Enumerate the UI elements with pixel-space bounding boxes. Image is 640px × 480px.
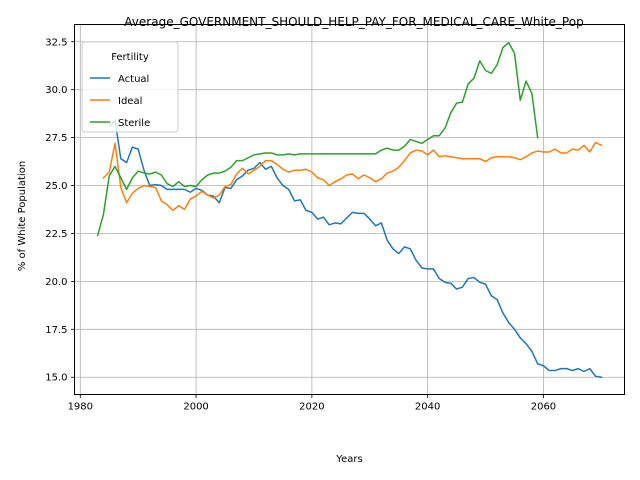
y-tick-label: 15.0 — [45, 373, 67, 384]
y-tick-label: 20.0 — [45, 277, 67, 288]
y-tick-label: 25.0 — [45, 181, 67, 192]
series-line-ideal — [102, 141, 603, 212]
legend-box — [81, 41, 179, 133]
legend-title: Fertility — [111, 52, 149, 63]
x-tick-label: 1980 — [68, 402, 93, 413]
series-line-sterile — [96, 41, 539, 237]
chart-title: Average_GOVERNMENT_SHOULD_HELP_PAY_FOR_M… — [124, 15, 583, 29]
plot-frame — [74, 24, 625, 395]
y-tick-label: 30.0 — [45, 85, 67, 96]
x-axis-label: Years — [335, 454, 362, 465]
legend: Fertility Actual Ideal Sterile — [81, 41, 179, 133]
axis-ticks: 1980 2000 2020 2040 2060 15.0 17.5 20.0 22.5 25.0… — [45, 37, 556, 412]
y-tick-label: 27.5 — [45, 133, 67, 144]
grid — [74, 24, 625, 395]
x-tick-label: 2000 — [183, 402, 208, 413]
x-tick-label: 2040 — [415, 402, 440, 413]
legend-label-sterile: Sterile — [118, 118, 150, 129]
x-tick-label: 2060 — [531, 402, 556, 413]
y-tick-label: 17.5 — [45, 325, 67, 336]
y-tick-label: 22.5 — [45, 229, 67, 240]
series-lines — [96, 41, 603, 379]
y-tick-label: 32.5 — [45, 37, 67, 48]
legend-label-actual: Actual — [118, 74, 149, 85]
y-axis-label: % of White Population — [17, 161, 28, 271]
x-tick-label: 2020 — [299, 402, 324, 413]
series-line-actual — [108, 119, 603, 379]
legend-label-ideal: Ideal — [118, 96, 142, 107]
